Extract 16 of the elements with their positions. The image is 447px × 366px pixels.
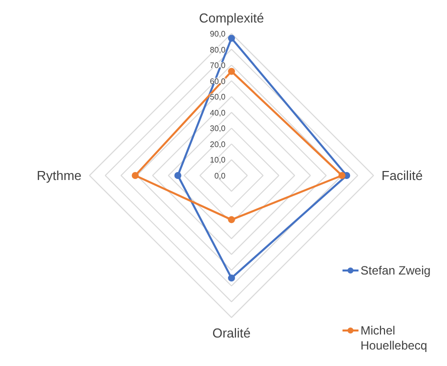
spoke-label: Rythme — [36, 168, 82, 183]
y-tick-label: 0,0 — [214, 172, 226, 180]
y-tick-label: 80,0 — [210, 45, 226, 54]
y-tick-label: 10,0 — [210, 156, 226, 165]
spoke-label: Complexité — [198, 10, 264, 26]
legend-label: Michel Houellebecq — [360, 324, 428, 352]
spoke-label: Facilité — [382, 168, 423, 183]
y-tick-label: 40,0 — [210, 108, 226, 118]
legend-label: Stefan Zweig — [360, 264, 431, 278]
y-tick-label: 60,0 — [210, 76, 226, 86]
y-tick-label: 20,0 — [210, 140, 226, 149]
y-tick-label: 50,0 — [210, 92, 226, 102]
y-tick-label: 30,0 — [210, 124, 226, 134]
spoke-label: Oralité — [212, 326, 251, 340]
y-tick-label: 90,0 — [210, 30, 226, 38]
y-tick-label: 70,0 — [210, 61, 226, 70]
